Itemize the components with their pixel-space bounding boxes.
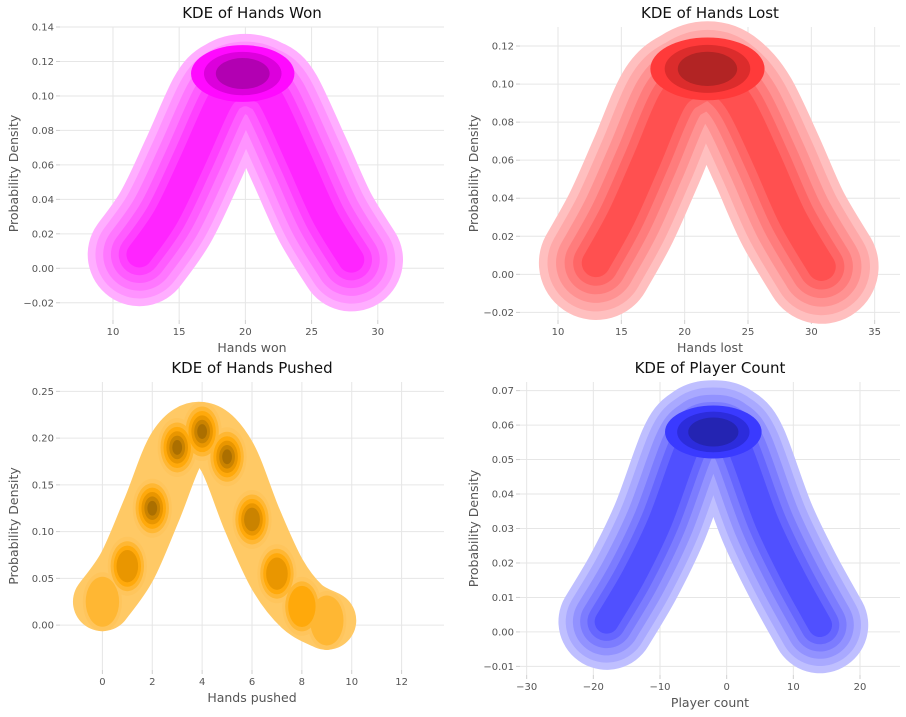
y-tick-label: 0.01: [492, 593, 514, 604]
y-tick-label: −0.02: [23, 298, 54, 309]
y-tick-label: 0.08: [32, 126, 54, 137]
density-mode-1-level-2: [85, 576, 120, 627]
x-tick-label: 6: [249, 677, 255, 688]
y-tick-label: 0.04: [492, 194, 514, 205]
x-tick-label: −20: [583, 682, 604, 693]
y-tick-label: 0.05: [32, 574, 54, 585]
density-mode-6-level-6: [222, 449, 232, 465]
y-tick-label: 0.07: [492, 386, 514, 397]
y-tick-label: 0.02: [492, 232, 514, 243]
density-mode-5-level-6: [197, 424, 208, 439]
density-fill: [538, 21, 879, 324]
x-tick-label: 25: [742, 327, 755, 338]
y-tick-label: 0.12: [32, 57, 54, 68]
y-tick-label: 0.06: [32, 160, 54, 171]
density-peak-level-3: [688, 417, 739, 447]
y-tick-label: 0.10: [492, 80, 514, 91]
x-axis-label: Hands lost: [677, 340, 743, 355]
chart-title: KDE of Hands Lost: [641, 4, 779, 22]
chart-panel-1: 10 15 20 25 30 −0.02 0.00 0.02 0.04 0.06 0.08 0.10 0…: [6, 4, 444, 355]
y-tick-label: 0.04: [492, 490, 514, 501]
chart-panel-4: −30 −20 −10 0 10 20 −0.01 0.00 0.01 0.02 0.03 0.04 0…: [466, 359, 900, 710]
x-tick-label: 30: [805, 327, 818, 338]
density-mode-2-level-4: [116, 550, 139, 583]
x-tick-label: −10: [649, 682, 670, 693]
x-tick-label: 25: [305, 327, 318, 338]
y-tick-label: 0.14: [32, 23, 54, 34]
density-mode-9-level-3: [288, 585, 316, 628]
y-tick-label: 0.20: [32, 434, 54, 445]
density-fill: [87, 33, 403, 312]
density-fill: [558, 380, 869, 674]
x-axis-label: Hands won: [217, 340, 286, 355]
density-mode-3-level-6: [147, 500, 158, 516]
x-tick-label: 8: [299, 677, 305, 688]
y-axis-label: Probability Density: [466, 469, 481, 587]
y-axis-label: Probability Density: [6, 114, 21, 232]
y-tick-label: 0.08: [492, 118, 514, 129]
y-tick-label: 0.12: [492, 42, 514, 53]
x-tick-label: 20: [678, 327, 691, 338]
y-tick-label: 0.02: [32, 229, 54, 240]
density-peak-level-3: [677, 51, 738, 86]
density-peak-level-3: [215, 58, 270, 90]
y-axis-label: Probability Density: [6, 467, 21, 585]
x-tick-label: 10: [345, 677, 358, 688]
chart-panel-2: 10 15 20 25 30 35 −0.02 0.00 0.02 0.04 0.06 0.08 0.1…: [466, 4, 900, 355]
chart-title: KDE of Hands Pushed: [171, 359, 332, 377]
x-axis-label: Player count: [671, 695, 749, 710]
x-tick-label: 0: [99, 677, 105, 688]
y-tick-label: 0.03: [492, 524, 514, 535]
x-tick-label: 2: [149, 677, 155, 688]
y-tick-label: 0.06: [492, 421, 514, 432]
x-tick-label: 10: [552, 327, 565, 338]
x-tick-label: 20: [854, 682, 867, 693]
y-tick-label: 0.05: [492, 455, 514, 466]
x-tick-label: 4: [199, 677, 205, 688]
chart-panel-3: 0 2 4 6 8 10 12 0.00 0.05 0.10 0.15 0.20 0.25 KDE of …: [6, 359, 444, 705]
y-tick-label: 0.06: [492, 156, 514, 167]
y-tick-label: 0.00: [32, 264, 54, 275]
y-tick-label: 0.00: [32, 621, 54, 632]
x-tick-label: 15: [615, 327, 628, 338]
y-tick-label: 0.10: [32, 91, 54, 102]
x-tick-label: 10: [107, 327, 120, 338]
x-tick-label: 15: [173, 327, 186, 338]
y-tick-label: 0.15: [32, 480, 54, 491]
density-mode-7-level-5: [244, 507, 260, 532]
chart-title: KDE of Hands Won: [182, 4, 322, 22]
x-axis-label: Hands pushed: [207, 690, 296, 705]
x-tick-label: 12: [395, 677, 408, 688]
x-tick-label: −30: [516, 682, 537, 693]
y-tick-label: 0.00: [492, 270, 514, 281]
y-axis-label: Probability Density: [466, 114, 481, 232]
x-tick-label: 10: [787, 682, 800, 693]
density-fill: [72, 401, 357, 650]
y-tick-label: 0.00: [492, 627, 514, 638]
y-tick-label: 0.04: [32, 195, 54, 206]
y-tick-label: −0.02: [483, 308, 514, 319]
x-tick-label: 20: [239, 327, 252, 338]
y-tick-label: 0.10: [32, 527, 54, 538]
density-mode-10-level-2: [310, 595, 344, 646]
x-tick-label: 0: [723, 682, 729, 693]
y-tick-label: 0.02: [492, 558, 514, 569]
x-tick-label: 30: [371, 327, 384, 338]
density-mode-4-level-6: [172, 440, 183, 455]
y-tick-label: 0.25: [32, 387, 54, 398]
density-mode-8-level-4: [266, 557, 288, 590]
y-tick-label: −0.01: [483, 662, 514, 673]
chart-title: KDE of Player Count: [635, 359, 786, 377]
x-tick-label: 35: [868, 327, 881, 338]
